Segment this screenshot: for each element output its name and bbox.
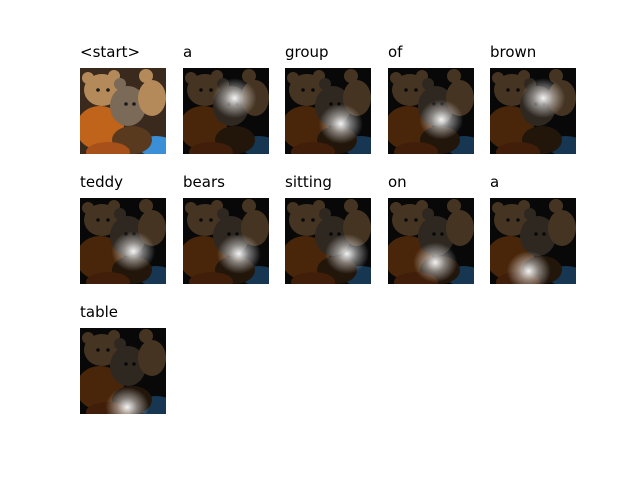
attention-map-image bbox=[285, 198, 371, 284]
attention-map-image bbox=[285, 68, 371, 154]
word-attention-cell: brown bbox=[490, 43, 576, 158]
word-label: bears bbox=[183, 173, 225, 191]
word-label: brown bbox=[490, 43, 537, 61]
word-attention-cell: bears bbox=[183, 173, 269, 288]
word-label: a bbox=[183, 43, 193, 61]
attention-map-image bbox=[80, 198, 166, 284]
word-attention-cell: on bbox=[388, 173, 474, 288]
word-label: table bbox=[80, 303, 118, 321]
word-attention-cell: of bbox=[388, 43, 474, 158]
attention-map-image bbox=[183, 198, 269, 284]
word-attention-cell: teddy bbox=[80, 173, 166, 288]
word-attention-cell: group bbox=[285, 43, 371, 158]
word-label: sitting bbox=[285, 173, 332, 191]
attention-map-image bbox=[490, 68, 576, 154]
word-label: of bbox=[388, 43, 403, 61]
word-label: on bbox=[388, 173, 407, 191]
word-attention-cell: a bbox=[183, 43, 269, 158]
word-attention-cell: table bbox=[80, 303, 166, 418]
attention-map-image bbox=[388, 198, 474, 284]
attention-map-image bbox=[80, 328, 166, 414]
word-attention-cell: sitting bbox=[285, 173, 371, 288]
word-label: a bbox=[490, 173, 500, 191]
attention-map-image bbox=[490, 198, 576, 284]
attention-map-image bbox=[183, 68, 269, 154]
word-label: <start> bbox=[80, 43, 141, 61]
source-image bbox=[80, 68, 166, 154]
word-label: group bbox=[285, 43, 329, 61]
word-label: teddy bbox=[80, 173, 124, 191]
word-attention-cell: <start> bbox=[80, 43, 166, 158]
attention-map-image bbox=[388, 68, 474, 154]
word-attention-cell: a bbox=[490, 173, 576, 288]
